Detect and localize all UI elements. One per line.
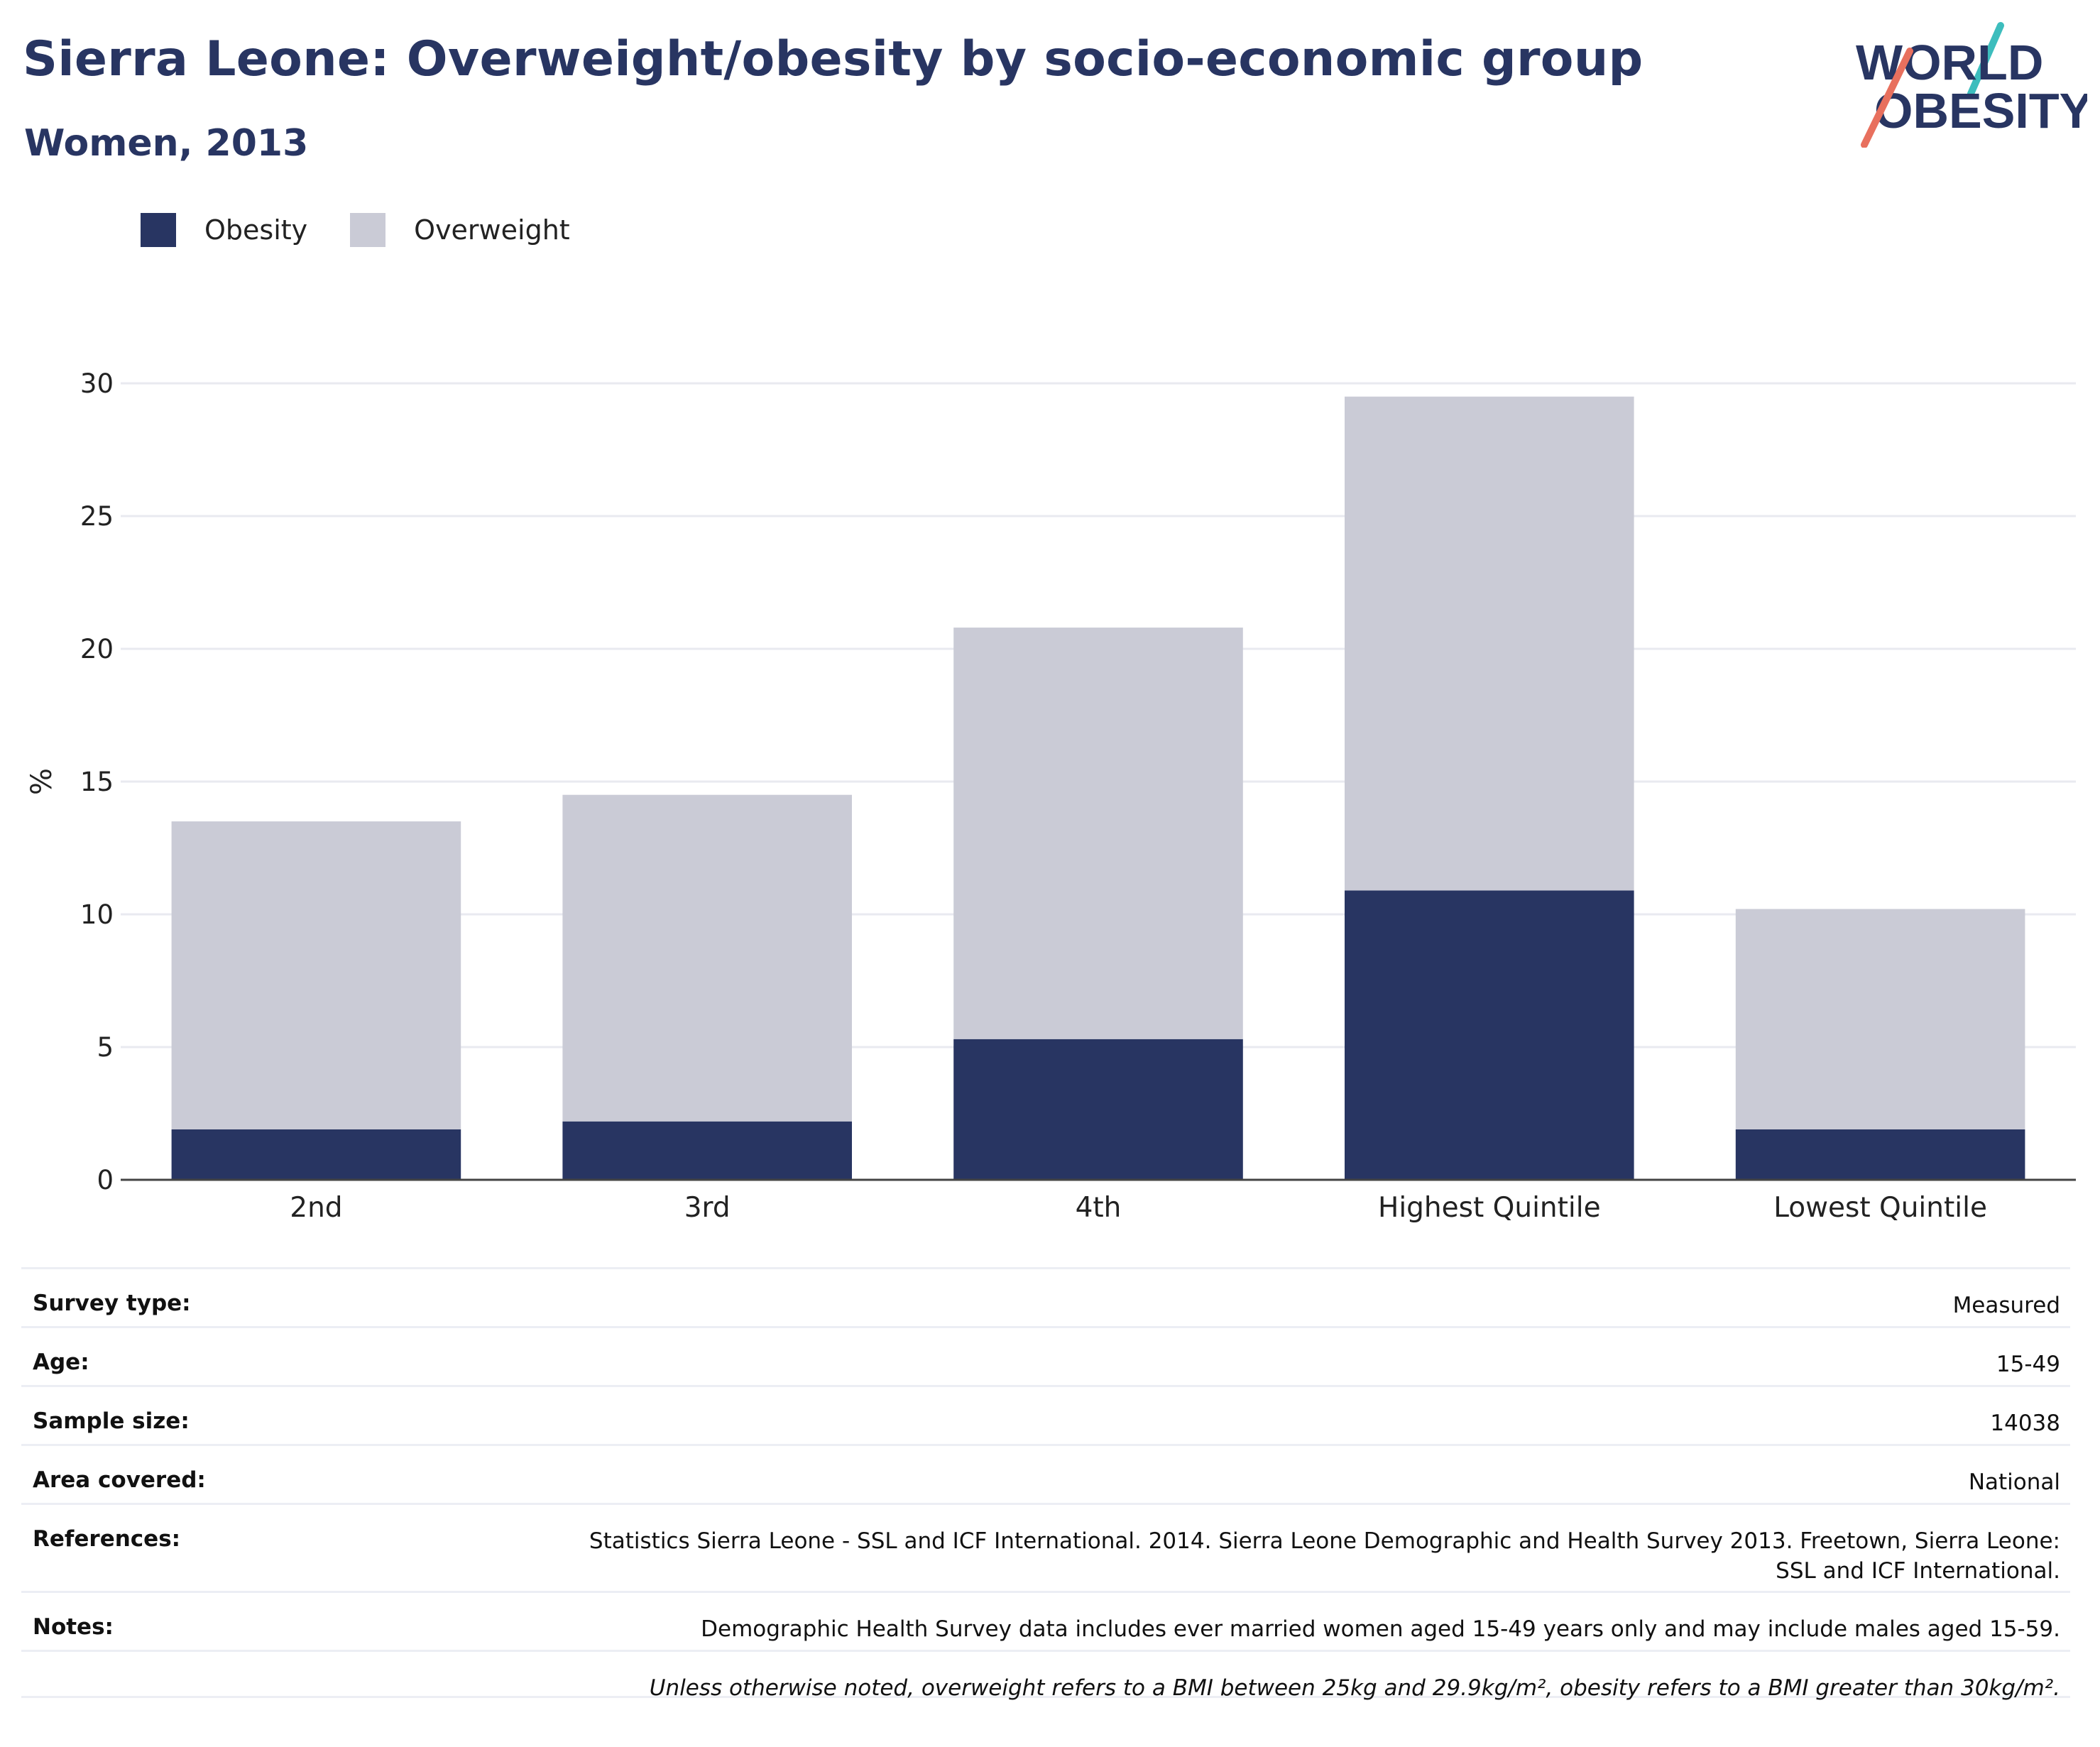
legend-swatch-obesity [141, 213, 176, 247]
y-tick-label: 5 [97, 1032, 114, 1063]
y-tick-label: 0 [97, 1165, 114, 1195]
info-row-sample-size: Sample size: 14038 [21, 1385, 2070, 1444]
logo-line2: OBESITY [1874, 83, 2087, 138]
stacked-bar-chart: 0 5 10 15 20 25 30% 2nd 3rd 4th Highest Quintile Lo… [26, 368, 2076, 1224]
info-row-age: Age: 15-49 [21, 1326, 2070, 1385]
x-tick-label: 2nd [290, 1192, 342, 1224]
bar-obesity-highest-quintile [1345, 890, 1634, 1180]
y-tick-label: 25 [80, 501, 114, 532]
reference-line-1: Statistics Sierra Leone - SSL and ICF In… [589, 1528, 2060, 1554]
world-obesity-logo: WORLD OBESITY [1856, 22, 2087, 148]
legend-label-obesity: Obesity [204, 214, 308, 246]
logo-teal-stroke [1967, 22, 2004, 97]
info-row-definition: Unless otherwise noted, overweight refer… [21, 1650, 2070, 1701]
info-value: Statistics Sierra Leone - SSL and ICF In… [589, 1526, 2060, 1586]
bar-obesity-2nd [171, 1129, 461, 1180]
logo-line1: WORLD [1856, 35, 2043, 90]
info-value: National [1968, 1469, 2060, 1495]
info-value: 14038 [1990, 1411, 2060, 1436]
bar-obesity-3rd [562, 1121, 852, 1180]
bar-overweight-3rd [562, 794, 852, 1122]
x-tick-label: Highest Quintile [1378, 1192, 1601, 1224]
survey-info-table: Survey type: Measured Age: 15-49 Sample … [21, 1267, 2070, 1701]
y-axis-label: % [26, 768, 58, 795]
info-key: Survey type: [33, 1291, 191, 1316]
logo-coral-stroke [1861, 48, 1913, 148]
x-tick-label: 3rd [684, 1192, 731, 1224]
info-key: Notes: [33, 1614, 114, 1640]
x-tick-label: 4th [1076, 1192, 1122, 1224]
bar-overweight-4th [953, 628, 1243, 1039]
info-row-area-covered: Area covered: National [21, 1444, 2070, 1503]
y-tick-label: 10 [80, 899, 114, 930]
chart-title: Sierra Leone: Overweight/obesity by soci… [23, 31, 1644, 87]
info-row-survey-type: Survey type: Measured [21, 1267, 2070, 1326]
bar-overweight-lowest-quintile [1735, 909, 2025, 1129]
reference-line-2: SSL and ICF International. [1776, 1558, 2060, 1584]
legend-label-overweight: Overweight [414, 214, 570, 246]
y-tick-label: 15 [80, 767, 114, 797]
bar-overweight-highest-quintile [1345, 396, 1634, 891]
info-row-notes: Notes: Demographic Health Survey data in… [21, 1591, 2070, 1650]
chart-subtitle: Women, 2013 [24, 122, 309, 165]
info-value: 15-49 [1996, 1352, 2060, 1377]
legend-item-obesity[interactable]: Obesity [141, 213, 307, 247]
chart-legend: Obesity Overweight [141, 212, 613, 248]
info-key: Area covered: [33, 1467, 206, 1493]
info-row-references: References: Statistics Sierra Leone - SS… [21, 1503, 2070, 1591]
x-tick-label: Lowest Quintile [1773, 1192, 1987, 1224]
info-value: Demographic Health Survey data includes … [701, 1616, 2060, 1642]
bar-overweight-2nd [171, 821, 461, 1129]
y-tick-label: 20 [80, 634, 114, 664]
info-key: References: [33, 1526, 181, 1552]
legend-item-overweight[interactable]: Overweight [350, 213, 570, 247]
info-value: Measured [1952, 1293, 2060, 1318]
legend-swatch-overweight [350, 213, 386, 247]
bar-obesity-4th [953, 1039, 1243, 1180]
y-tick-label: 30 [80, 368, 114, 399]
info-key: Age: [33, 1349, 89, 1375]
info-key: Sample size: [33, 1408, 190, 1434]
bmi-definition-note: Unless otherwise noted, overweight refer… [649, 1675, 2060, 1701]
bar-obesity-lowest-quintile [1735, 1129, 2025, 1180]
